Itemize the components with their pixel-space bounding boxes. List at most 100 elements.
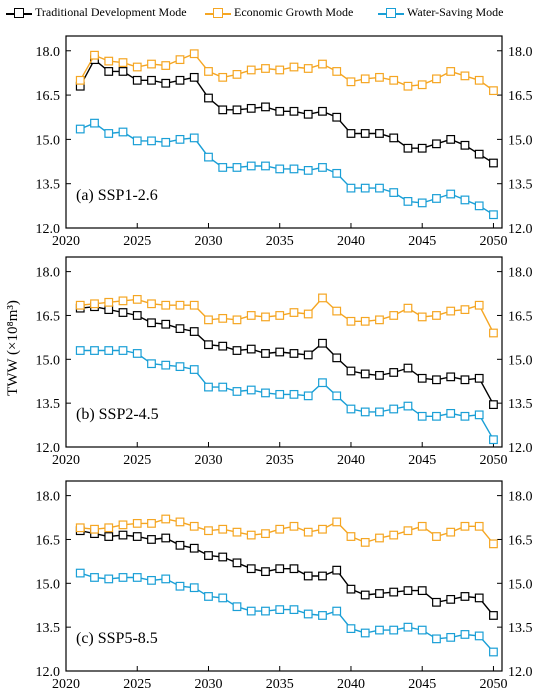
data-point [147,299,156,309]
legend-label: Water-Saving Mode [407,5,504,19]
series-line [80,349,495,441]
data-point [474,201,484,211]
legend-marker-icon [205,6,231,20]
data-point [90,118,99,128]
data-point [375,589,384,598]
data-point [118,530,128,540]
data-point [375,72,384,82]
data-point [75,523,85,533]
data-point [147,535,156,544]
legend-item-economic: Economic Growth Mode [205,5,353,20]
data-point [474,149,484,159]
data-point [460,375,470,385]
data-point [161,137,171,147]
data-point [403,197,413,206]
data-point [204,526,213,536]
data-point [246,385,256,395]
data-point [147,318,156,328]
data-point [161,360,171,370]
data-point [318,338,327,348]
data-point [204,340,213,350]
data-point [460,592,470,601]
data-point [204,93,213,103]
data-point [432,411,441,421]
data-point [389,188,399,197]
x-tick-label: 2025 [123,453,151,468]
data-point [289,106,299,116]
data-point [218,313,228,323]
data-point [417,521,427,531]
data-point [104,297,114,307]
data-point [360,407,370,417]
data-point [289,308,299,317]
data-point [446,408,456,418]
data-point [389,133,399,143]
x-tick-label: 2030 [194,677,222,692]
data-point [204,382,213,392]
data-point [332,353,342,363]
data-point [303,571,313,581]
data-point [275,524,285,534]
panel-1: 12.0 12.0 13.5 13.5 15.0 15.0 16.5 16.5 18.0 18.0… [36,35,533,249]
x-tick-label: 2050 [479,453,507,468]
data-point [218,524,228,534]
data-point [375,315,384,325]
x-tick-label: 2020 [52,453,80,468]
data-point [403,143,413,153]
data-point [360,537,370,547]
data-point [446,594,456,604]
data-point [104,574,114,584]
plot-frame [65,256,503,448]
data-point [204,67,213,76]
data-point [147,136,156,146]
data-point [360,590,370,600]
data-point [75,568,85,578]
data-point [460,71,470,81]
x-tick-label: 2025 [123,234,151,249]
data-point [417,80,427,90]
legend-label: Economic Growth Mode [234,5,354,19]
data-point [132,136,142,146]
data-point [147,75,156,85]
data-point [446,134,456,144]
data-point [303,609,313,619]
data-point [332,168,342,178]
data-point [360,74,370,84]
y-tick-label-right: 15.0 [508,353,533,368]
y-tick-label-right: 12.0 [508,665,533,680]
data-point [446,67,456,76]
data-point [246,311,256,320]
data-point [175,517,185,527]
data-point [332,391,342,401]
data-point [104,129,114,138]
series-line [80,530,495,616]
data-point [175,300,185,310]
data-point [346,404,356,414]
data-point [375,370,384,380]
y-tick-label-right: 18.0 [508,490,533,505]
data-point [246,65,256,75]
data-point [189,521,199,531]
data-point [204,551,213,560]
data-point [132,311,142,320]
y-tick-label-right: 18.0 [508,45,533,60]
data-point [289,564,299,574]
data-point [218,72,228,82]
data-point [261,102,270,112]
data-point [104,67,114,76]
series-water-saving-mode [75,118,498,220]
data-point [460,305,470,315]
data-point [432,74,441,84]
x-tick-label: 2035 [266,234,294,249]
data-point [489,86,498,96]
legend: Traditional Development Mode Economic Gr… [0,0,550,26]
data-point [417,198,427,208]
series-water-saving-mode [75,346,498,445]
x-tick-label: 2025 [123,677,151,692]
y-tick-label-left: 12.0 [36,665,61,680]
data-point [232,387,242,396]
data-point [189,327,199,336]
y-tick-label-right: 15.0 [508,577,533,592]
data-point [261,312,270,322]
data-point [275,605,285,615]
